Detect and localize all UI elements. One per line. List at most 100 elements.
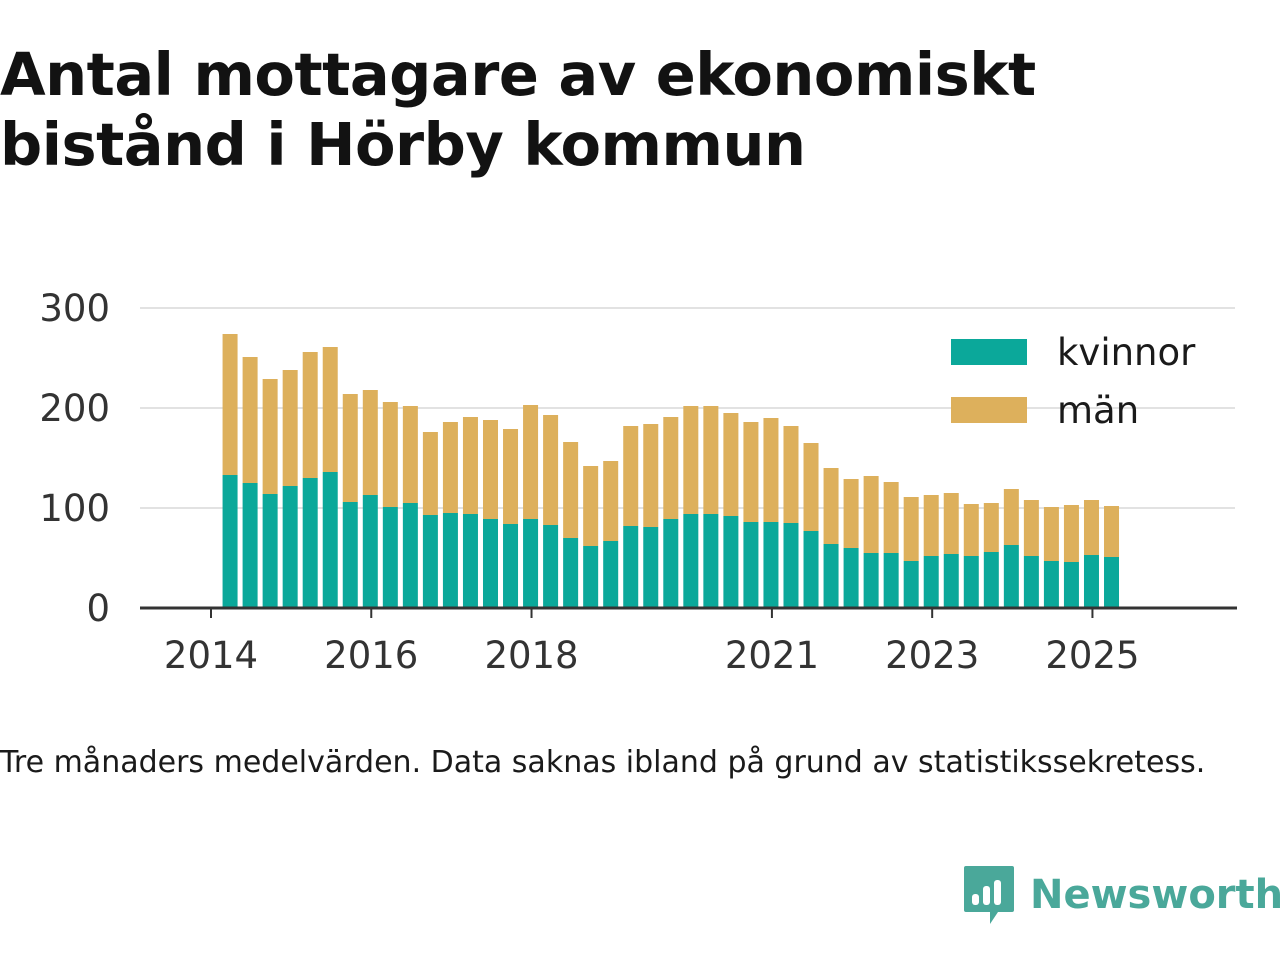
bar-kvinnor xyxy=(803,531,819,608)
bar-man xyxy=(643,424,659,527)
bar-kvinnor xyxy=(863,553,879,608)
bar-kvinnor xyxy=(543,525,559,608)
bar-kvinnor xyxy=(563,538,579,608)
bar-man xyxy=(482,420,498,519)
bar-man xyxy=(763,418,779,522)
bar-kvinnor xyxy=(262,494,278,608)
bar-man xyxy=(222,334,238,475)
bar-kvinnor xyxy=(723,516,739,608)
y-tick-label: 300 xyxy=(39,287,110,330)
y-tick-label: 200 xyxy=(39,387,110,430)
bar-man xyxy=(322,347,338,472)
bar-kvinnor xyxy=(843,548,859,608)
x-tick-label: 2014 xyxy=(164,634,258,677)
bar-kvinnor xyxy=(242,483,258,608)
bar-man xyxy=(1104,506,1120,557)
bar-kvinnor xyxy=(342,502,358,608)
bar-man xyxy=(1063,505,1079,562)
bar-kvinnor xyxy=(523,519,539,608)
bar-man xyxy=(923,495,939,556)
bar-kvinnor xyxy=(643,527,659,608)
bar-man xyxy=(503,429,519,524)
bar-chart: 0 100 200 300 2014 2016 2018 2021 2023 2025 kvinno… xyxy=(39,287,1237,677)
x-tick-label: 2016 xyxy=(324,634,418,677)
bar-man xyxy=(302,352,318,478)
newsworthy-logo: Newsworthy xyxy=(962,860,1280,930)
bar-man xyxy=(903,497,919,561)
bar-man xyxy=(823,468,839,544)
bar-man xyxy=(242,357,258,483)
y-tick-label: 0 xyxy=(86,587,110,630)
bar-kvinnor xyxy=(983,552,999,608)
bar-man xyxy=(422,432,438,515)
bar-man xyxy=(943,493,959,554)
x-tick-label: 2021 xyxy=(725,634,819,677)
bar-man xyxy=(583,466,599,546)
bar-man xyxy=(342,394,358,502)
bar-kvinnor xyxy=(703,514,719,608)
bar-kvinnor xyxy=(683,514,699,608)
bar-kvinnor xyxy=(482,519,498,608)
bar-kvinnor xyxy=(823,544,839,608)
bar-man xyxy=(1043,507,1059,561)
bar-kvinnor xyxy=(603,541,619,608)
bar-man xyxy=(743,422,759,522)
bar-kvinnor xyxy=(222,475,238,608)
chart-title: Antal mottagare av ekonomiskt bistånd i … xyxy=(0,40,1036,179)
bar-kvinnor xyxy=(503,524,519,608)
bar-kvinnor xyxy=(282,486,298,608)
newsworthy-icon xyxy=(964,866,1014,924)
bar-man xyxy=(863,476,879,553)
bar-man xyxy=(462,417,478,514)
bar-man xyxy=(1083,500,1099,555)
bar-kvinnor xyxy=(442,513,458,608)
bar-kvinnor xyxy=(362,495,378,608)
bar-man xyxy=(843,479,859,548)
bar-man xyxy=(442,422,458,513)
bar-kvinnor xyxy=(903,561,919,608)
bar-man xyxy=(683,406,699,514)
bar-man xyxy=(603,461,619,541)
bar-man xyxy=(663,417,679,519)
bar-kvinnor xyxy=(1003,545,1019,608)
bar-man xyxy=(543,415,559,525)
bar-man xyxy=(1003,489,1019,545)
bar-man xyxy=(703,406,719,514)
bar-kvinnor xyxy=(623,526,639,608)
bar-kvinnor xyxy=(763,522,779,608)
bar-kvinnor xyxy=(322,472,338,608)
legend-label-0: kvinnor xyxy=(1057,331,1196,374)
bar-man xyxy=(382,402,398,507)
bar-man xyxy=(282,370,298,486)
legend-swatch-0 xyxy=(951,339,1027,365)
bar-kvinnor xyxy=(422,515,438,608)
bar-man xyxy=(623,426,639,526)
bar-kvinnor xyxy=(402,503,418,608)
y-tick-label: 100 xyxy=(39,487,110,530)
bar-kvinnor xyxy=(923,556,939,608)
bar-kvinnor xyxy=(462,514,478,608)
bar-kvinnor xyxy=(963,556,979,608)
bar-man xyxy=(723,413,739,516)
bar-man xyxy=(783,426,799,523)
bar-man xyxy=(262,379,278,494)
bar-kvinnor xyxy=(883,553,899,608)
chart-caption: Tre månaders medelvärden. Data saknas ib… xyxy=(0,745,1206,780)
bar-kvinnor xyxy=(783,523,799,608)
bar-man xyxy=(883,482,899,553)
x-tick-label: 2018 xyxy=(484,634,578,677)
bar-man xyxy=(402,406,418,503)
legend-swatch-1 xyxy=(951,397,1027,423)
bar-kvinnor xyxy=(1063,562,1079,608)
bar-kvinnor xyxy=(302,478,318,608)
bar-man xyxy=(523,405,539,519)
x-tick-label: 2025 xyxy=(1045,634,1139,677)
bar-kvinnor xyxy=(1043,561,1059,608)
bar-man xyxy=(983,503,999,552)
bar-kvinnor xyxy=(743,522,759,608)
brand-name: Newsworthy xyxy=(1030,872,1280,918)
legend-label-1: män xyxy=(1057,389,1139,432)
x-tick-label: 2023 xyxy=(885,634,979,677)
bar-man xyxy=(362,390,378,495)
bar-man xyxy=(1023,500,1039,556)
